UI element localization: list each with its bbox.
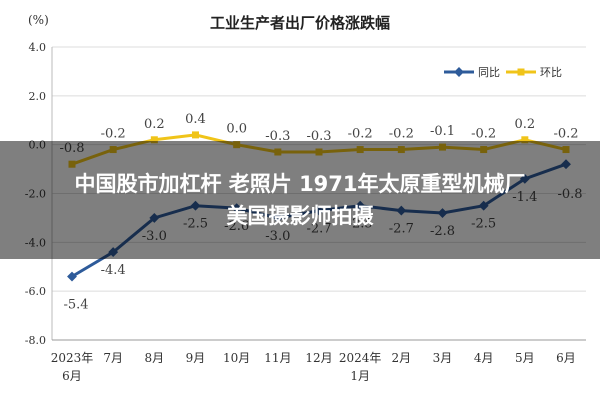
x-tick-label: 2024年 (339, 351, 382, 365)
y-tick-label: 4.0 (29, 41, 47, 54)
y-tick-label: -6.0 (25, 285, 46, 298)
legend-marker-1 (454, 67, 464, 77)
series-2-data-label: -0.2 (348, 127, 373, 142)
series-2-point (192, 131, 199, 139)
series-1-data-label: -4.4 (101, 263, 126, 278)
series-2-data-label: 0.2 (144, 117, 165, 132)
series-2-data-label: -0.2 (553, 127, 578, 142)
series-2-data-label: 0.0 (226, 122, 247, 137)
x-tick-label: 6月 (556, 351, 576, 365)
series-2-data-label: 0.4 (185, 112, 206, 127)
series-2-data-label: -0.3 (306, 129, 331, 144)
x-tick-label: 11月 (264, 351, 291, 365)
y-tick-label: -8.0 (25, 334, 46, 347)
x-tick-label: 5月 (515, 351, 535, 365)
overlay-line-1: 中国股市加杠杆 老照片 1971年太原重型机械厂 (74, 172, 526, 196)
x-tick-label: 9月 (186, 351, 206, 365)
legend-label-1: 同比 (478, 66, 500, 79)
overlay-line-2: 美国摄影师拍摄 (226, 204, 374, 228)
overlay-banner: 中国股市加杠杆 老照片 1971年太原重型机械厂 美国摄影师拍摄 (0, 141, 600, 259)
series-2-data-label: -0.2 (101, 127, 126, 142)
x-tick-label: 10月 (223, 351, 250, 365)
series-2-data-label: 0.2 (514, 117, 535, 132)
y-tick-label: 2.0 (29, 90, 47, 103)
x-tick-label: 2月 (392, 351, 412, 365)
series-1-data-label: -5.4 (63, 298, 88, 313)
y-axis-unit-label: (%) (28, 13, 49, 27)
series-2-data-label: -0.1 (430, 124, 455, 139)
x-tick-label: 4月 (474, 351, 494, 365)
series-2-point (521, 136, 529, 144)
x-tick-label: 1月 (350, 369, 370, 383)
series-2-data-label: -0.3 (265, 129, 290, 144)
x-tick-label: 7月 (103, 351, 123, 365)
x-tick-label: 8月 (145, 351, 165, 365)
series-2-data-label: -0.2 (389, 127, 414, 142)
x-tick-label: 2023年 (51, 351, 94, 365)
x-tick-label: 6月 (62, 369, 82, 383)
x-tick-label: 3月 (433, 351, 453, 365)
legend-label-2: 环比 (540, 66, 562, 79)
series-2-point (150, 136, 158, 144)
series-2-data-label: -0.2 (471, 127, 496, 142)
chart-title: 工业生产者出厂价格涨跌幅 (210, 14, 390, 32)
x-tick-label: 12月 (305, 351, 332, 365)
legend-marker-2 (517, 68, 525, 76)
